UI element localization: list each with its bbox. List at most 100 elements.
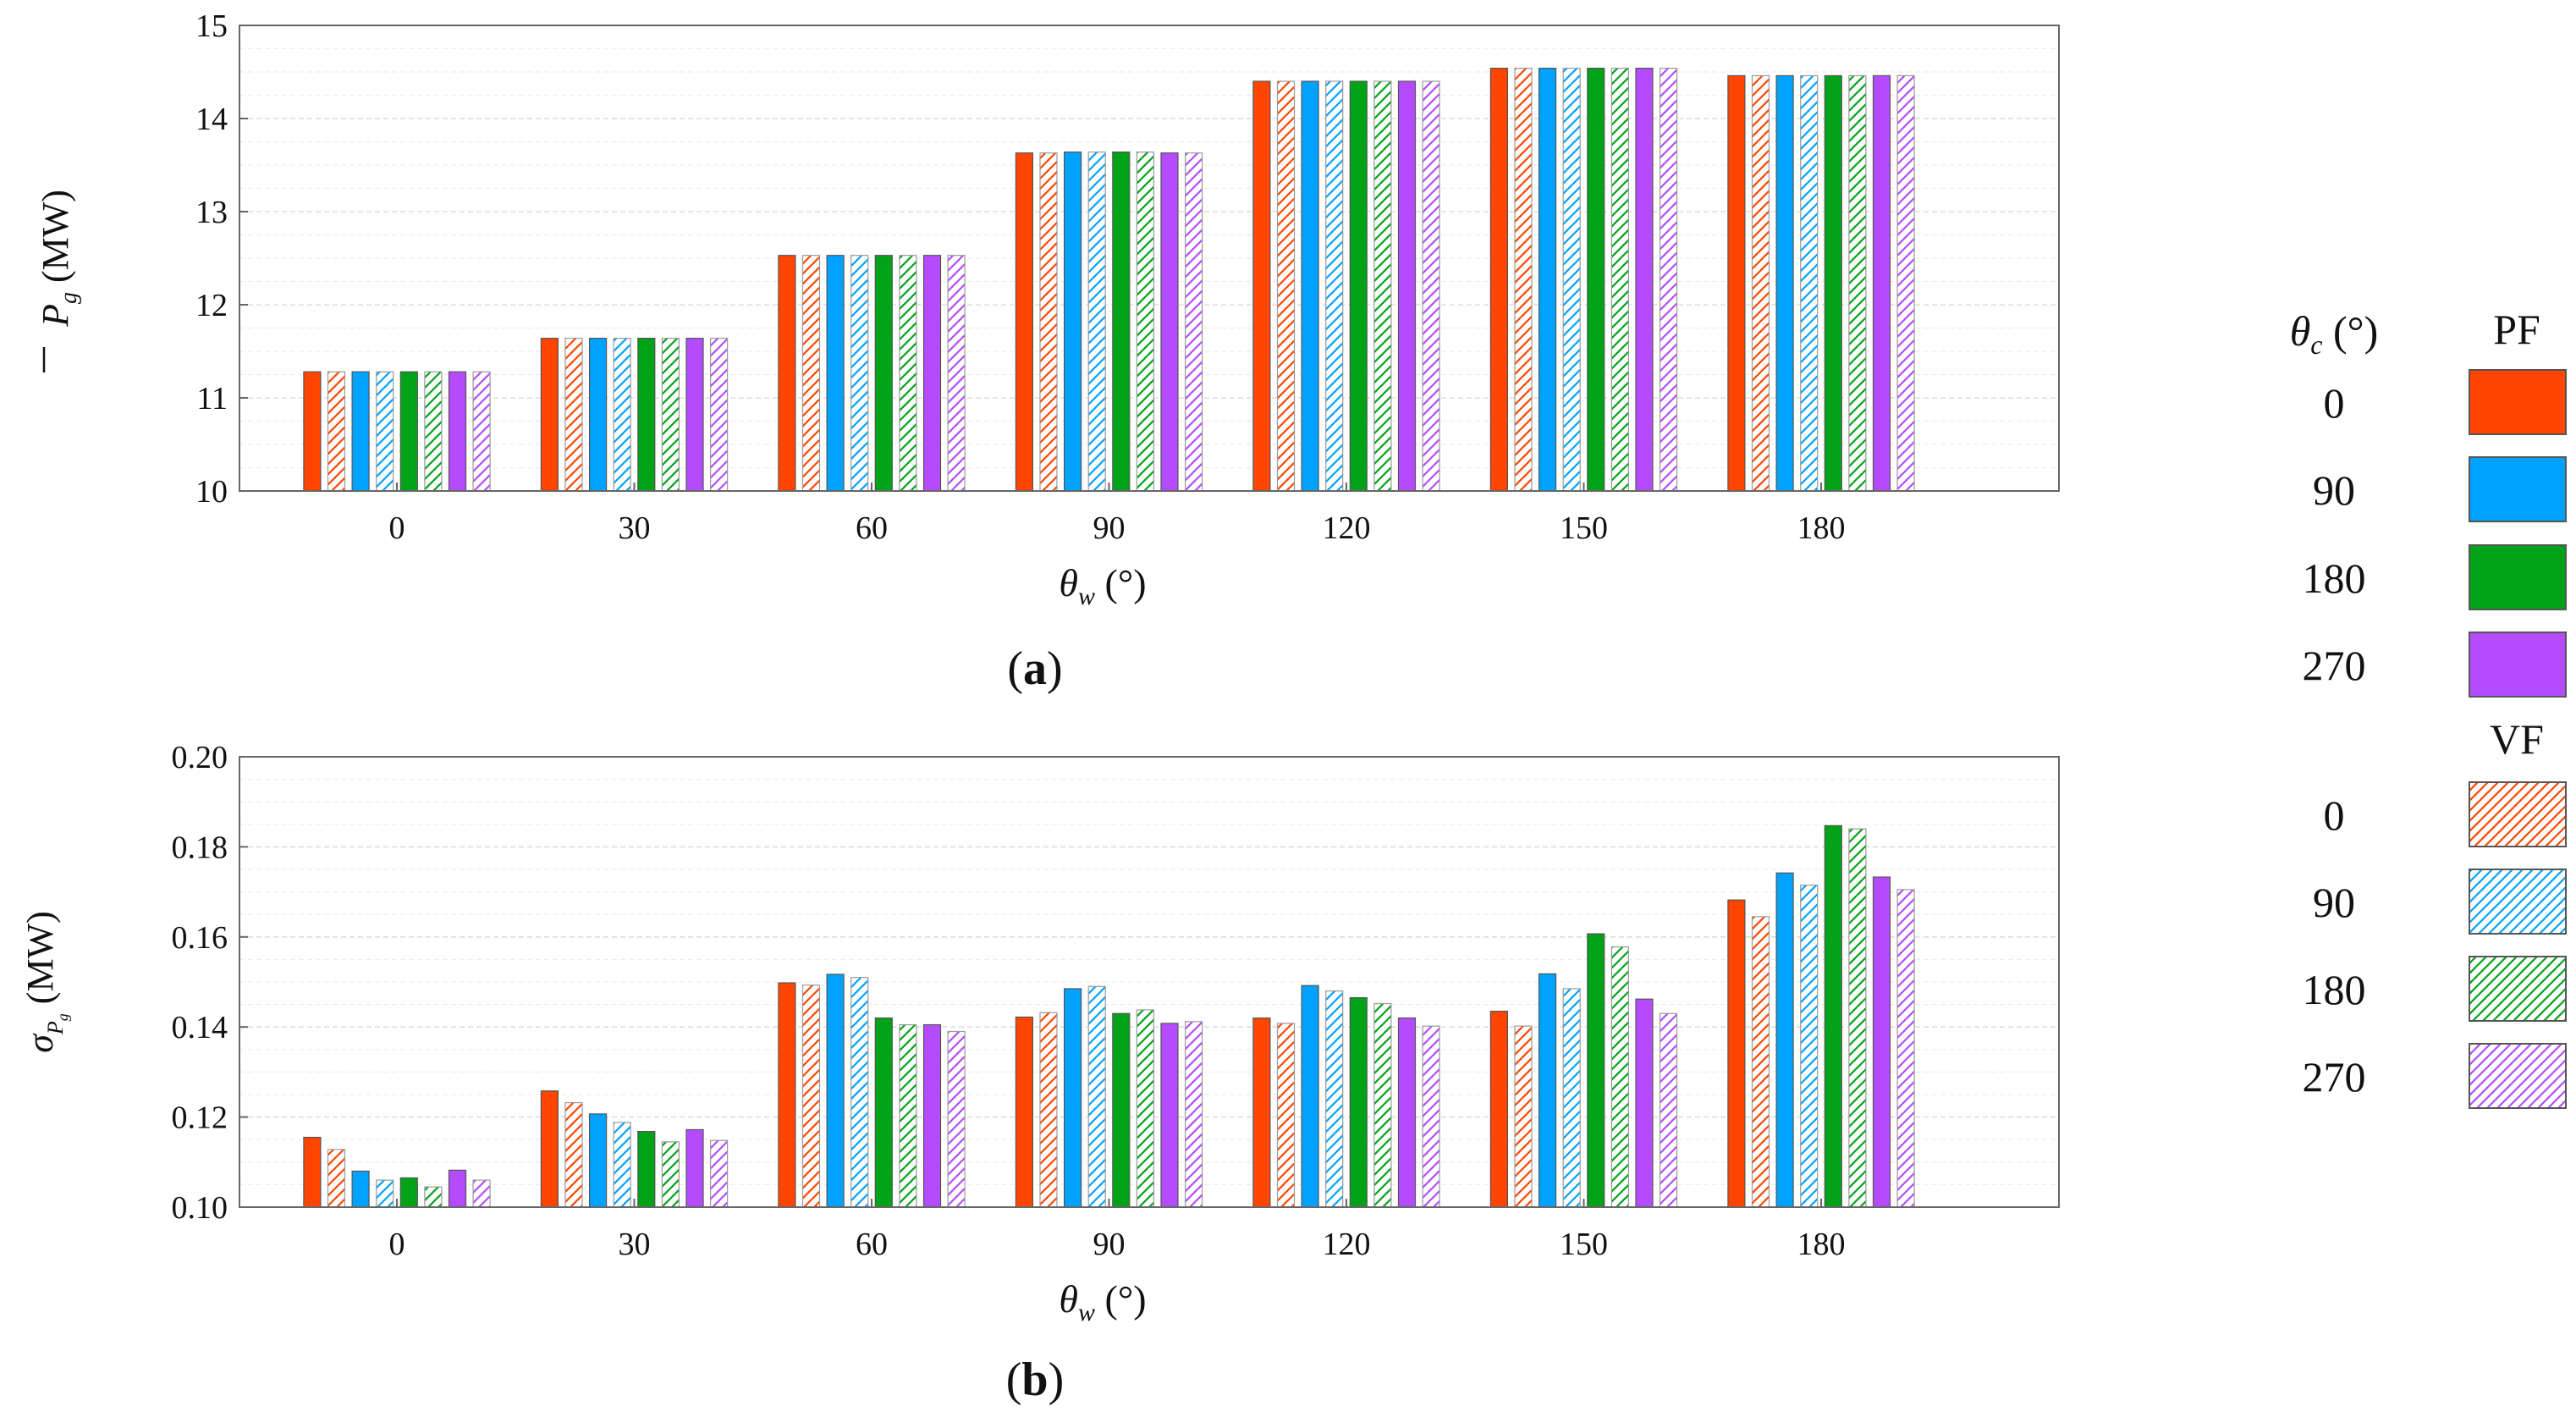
panel-b-bar-pf-270-180 <box>1872 876 1891 1208</box>
panel-b-xtick-label: 0 <box>389 1227 405 1262</box>
panel-a-xtick-label: 90 <box>1093 510 1126 546</box>
panel-a-bar-vf-0-120 <box>1276 80 1296 492</box>
legend-pf-swatch-180 <box>2469 544 2567 610</box>
panel-a-bar-vf-90-180 <box>1800 74 1819 492</box>
panel-a-bar-pf-270-150 <box>1635 67 1654 492</box>
panel-a-bar-vf-0-180 <box>1751 74 1770 492</box>
panel-a-bar-vf-180-180 <box>1848 74 1867 492</box>
panel-a-ytick-label: 13 <box>195 195 228 230</box>
panel-b-bar-vf-180-120 <box>1373 1002 1392 1208</box>
panel-b-chart: 0.10 0.12 0.14 0.16 0.18 0.20 0 30 60 90 120 150 18… <box>19 740 2060 1406</box>
panel-a-bar-vf-270-30 <box>709 338 729 492</box>
panel-b-bar-vf-0-30 <box>564 1101 583 1208</box>
panel-b-bar-pf-270-0 <box>448 1169 467 1208</box>
panel-a-bar-vf-180-150 <box>1610 67 1630 492</box>
panel-b-bar-vf-90-60 <box>850 977 869 1208</box>
panel-a-bar-pf-180-60 <box>874 255 893 492</box>
panel-b-bar-vf-270-0 <box>472 1179 491 1208</box>
panel-b-bar-vf-0-60 <box>801 985 821 1208</box>
legend-pf-label-90: 90 <box>2313 466 2355 514</box>
panel-b-label: (b) <box>1006 1354 1064 1406</box>
legend-pf-label-270: 270 <box>2303 642 2366 689</box>
panel-b-bar-vf-270-90 <box>1184 1021 1203 1208</box>
panel-b-bar-pf-180-150 <box>1587 933 1605 1208</box>
panel-b-xlabel: θw (°) <box>1059 1277 1146 1326</box>
panel-b-bar-pf-0-120 <box>1252 1017 1271 1208</box>
panel-b-bar-pf-180-30 <box>637 1131 656 1208</box>
legend-vf-label-270: 270 <box>2303 1053 2366 1100</box>
panel-b-ytick-label: 0.14 <box>172 1010 228 1045</box>
legend: θc (°) PF VF 0 90 180 270 0 90 180 270 <box>2290 306 2567 1109</box>
panel-b-bar-vf-90-0 <box>376 1179 394 1208</box>
panel-b-bar-pf-0-0 <box>303 1136 322 1208</box>
panel-b-bar-vf-90-120 <box>1325 990 1344 1208</box>
panel-b-bar-vf-180-60 <box>899 1023 917 1208</box>
panel-b-bar-vf-180-30 <box>661 1141 680 1208</box>
panel-a-bar-pf-180-150 <box>1587 67 1605 492</box>
panel-b-bar-pf-0-30 <box>540 1090 559 1208</box>
panel-a-bar-vf-270-120 <box>1422 80 1440 492</box>
panel-a-ytick-label: 14 <box>195 102 228 137</box>
panel-a-bar-pf-90-90 <box>1063 152 1082 492</box>
panel-b-bar-pf-180-0 <box>399 1177 418 1208</box>
panel-a-bar-vf-0-60 <box>801 255 821 492</box>
panel-b-ylabel: σPg (MW) <box>19 911 71 1053</box>
panel-a-bar-vf-90-90 <box>1087 152 1106 492</box>
panel-a-bar-vf-180-0 <box>424 371 443 492</box>
legend-vf-label-0: 0 <box>2324 791 2345 839</box>
panel-a-bar-pf-0-150 <box>1489 67 1509 492</box>
panel-b-xtick-label: 150 <box>1560 1227 1608 1262</box>
panel-b-ytick-label: 0.20 <box>172 740 228 775</box>
legend-pf-label-0: 0 <box>2324 379 2345 427</box>
panel-a-bar-vf-270-90 <box>1184 152 1203 492</box>
panel-b-ytick-label: 0.10 <box>172 1190 228 1226</box>
panel-a-xlabel: θw (°) <box>1059 561 1146 610</box>
panel-b-bar-pf-90-150 <box>1538 973 1557 1208</box>
panel-a-bar-pf-90-180 <box>1775 74 1794 492</box>
panel-a-bar-vf-180-30 <box>661 338 680 492</box>
panel-b-bar-pf-270-60 <box>922 1023 942 1208</box>
panel-a-bar-vf-270-0 <box>472 371 491 492</box>
panel-b-xtick-label: 90 <box>1093 1227 1126 1262</box>
legend-header-angle: θc (°) <box>2290 307 2379 360</box>
panel-b-bar-pf-180-180 <box>1824 825 1842 1208</box>
panel-b-bar-pf-270-30 <box>685 1128 704 1208</box>
panel-b-xtick-label: 120 <box>1323 1227 1371 1262</box>
panel-a-bar-vf-180-90 <box>1136 152 1155 492</box>
panel-b-bar-pf-180-120 <box>1349 997 1368 1208</box>
panel-b-bar-pf-90-60 <box>826 973 845 1208</box>
legend-vf-swatch-0 <box>2469 781 2567 847</box>
panel-b-bar-vf-90-150 <box>1562 988 1581 1208</box>
legend-pf-swatch-90 <box>2469 456 2567 522</box>
panel-b-bar-vf-180-0 <box>424 1186 443 1208</box>
panel-b-bar-pf-90-180 <box>1775 872 1794 1208</box>
panel-a-bar-pf-90-30 <box>588 338 608 492</box>
panel-a-xtick-label: 120 <box>1323 510 1371 546</box>
panel-b-bar-pf-270-150 <box>1635 998 1654 1208</box>
panel-b-bar-vf-270-180 <box>1896 889 1915 1208</box>
panel-b-ytick-label: 0.12 <box>172 1100 228 1136</box>
panel-b-bar-vf-0-0 <box>327 1149 346 1208</box>
panel-b-bar-vf-90-180 <box>1800 885 1819 1208</box>
panel-a-bar-vf-270-150 <box>1659 67 1678 492</box>
panel-a-bar-pf-270-60 <box>922 255 942 492</box>
panel-a-ylabel: Pg (MW) <box>35 190 82 328</box>
panel-b-bar-pf-0-180 <box>1727 899 1746 1208</box>
panel-a-bar-vf-180-60 <box>899 255 917 492</box>
legend-vf-label-180: 180 <box>2303 966 2366 1013</box>
panel-b-xtick-label: 60 <box>856 1227 888 1262</box>
panel-b-bar-vf-270-60 <box>947 1030 966 1208</box>
panel-b-bar-pf-180-90 <box>1112 1012 1131 1208</box>
panel-a-bar-vf-0-90 <box>1039 152 1058 492</box>
panel-a-bar-pf-180-120 <box>1349 80 1368 492</box>
panel-a-bar-vf-90-60 <box>850 255 869 492</box>
panel-a-bar-vf-180-120 <box>1373 80 1392 492</box>
panel-b-bar-pf-0-90 <box>1015 1016 1034 1208</box>
panel-b-bar-pf-0-150 <box>1489 1010 1509 1208</box>
panel-a-bar-pf-270-90 <box>1160 152 1179 492</box>
panel-a-bar-pf-0-180 <box>1727 74 1746 492</box>
panel-a-bar-pf-90-150 <box>1538 67 1557 492</box>
panel-a-xtick-label: 180 <box>1797 510 1846 546</box>
panel-b-bar-pf-0-60 <box>778 982 796 1208</box>
